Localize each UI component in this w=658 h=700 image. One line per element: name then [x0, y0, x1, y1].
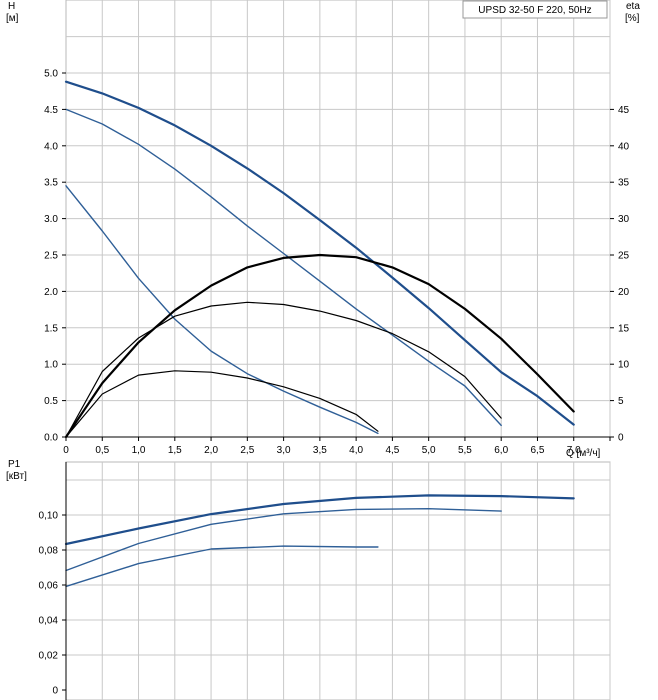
y-tick-label: 2.0 — [44, 287, 58, 298]
bottom-plot-area — [65, 461, 611, 700]
power-curve-1 — [64, 494, 575, 546]
eta-tick-label: 20 — [618, 287, 630, 298]
eta-tick-label: 0 — [618, 433, 624, 444]
x-tick-label: 3,5 — [313, 445, 327, 456]
top-grid — [66, 0, 611, 437]
efficiency-curve-4 — [64, 253, 575, 439]
x-tick-label: 0 — [63, 445, 69, 456]
y-tick-label: 4.0 — [44, 141, 58, 152]
power-curve-2 — [65, 508, 502, 572]
y-tick-label: 4.5 — [44, 105, 58, 116]
power-axis-unit: [кВт] — [6, 471, 27, 482]
head-axis-label: H — [8, 1, 15, 12]
eta-tick-label: 5 — [618, 396, 624, 407]
title-box — [462, 0, 608, 19]
eta-tick-label: 25 — [618, 251, 630, 262]
x-tick-label: 6,0 — [494, 445, 508, 456]
bottom-grid — [66, 462, 611, 700]
y-tick-label: 2.5 — [44, 251, 58, 262]
y-tick-label: 3.5 — [44, 178, 58, 189]
power-axis-label: P1 — [8, 459, 21, 470]
x-tick-label: 4,0 — [349, 445, 363, 456]
eta-axis-unit: [%] — [625, 13, 640, 24]
p1-tick-label: 0,10 — [39, 511, 59, 522]
p1-tick-label: 0,06 — [39, 581, 59, 592]
bottom-axes: 0 0,02 0,04 0,06 0,08 0,10 — [39, 462, 67, 700]
x-tick-label: 5,5 — [458, 445, 472, 456]
x-tick-label: 1,5 — [168, 445, 182, 456]
eta-tick-label: 40 — [618, 141, 630, 152]
head-curve-2 — [65, 108, 502, 427]
head-curve-1 — [64, 80, 575, 426]
y-tick-label: 5.0 — [44, 69, 58, 80]
p1-tick-label: 0,04 — [39, 616, 59, 627]
x-tick-label: 2,5 — [240, 445, 254, 456]
p1-tick-label: 0,02 — [39, 651, 59, 662]
x-tick-label: 7,0 — [567, 445, 581, 456]
eta-tick-label: 15 — [618, 323, 630, 334]
x-tick-label: 2,0 — [204, 445, 218, 456]
x-tick-label: 0,5 — [95, 445, 109, 456]
head-axis-unit: [м] — [6, 13, 19, 24]
chart-title: UPSD 32-50 F 220, 50Hz — [478, 5, 591, 16]
eta-tick-label: 45 — [618, 105, 630, 116]
power-curve-3 — [65, 545, 379, 588]
eta-tick-label: 10 — [618, 360, 630, 371]
y-tick-label: 0.0 — [44, 433, 58, 444]
eta-axis-label: eta — [626, 1, 640, 12]
top-axes: 0 0,5 1,0 1,5 2,0 2,5 3,0 3,5 4,0 4,5 5,0 5,5 6,0 6,5… — [44, 69, 629, 457]
p1-tick-label: 0 — [52, 686, 58, 697]
x-tick-label: 6,5 — [531, 445, 545, 456]
x-tick-label: 5,0 — [422, 445, 436, 456]
p1-tick-label: 0,08 — [39, 546, 59, 557]
y-tick-label: 1.0 — [44, 360, 58, 371]
top-series-group — [64, 80, 575, 439]
x-tick-label: 4,5 — [385, 445, 399, 456]
y-tick-label: 0.5 — [44, 396, 58, 407]
efficiency-curve-6 — [65, 370, 379, 438]
head-curve-3 — [65, 185, 379, 435]
eta-tick-label: 30 — [618, 214, 630, 225]
y-tick-label: 3.0 — [44, 214, 58, 225]
y-tick-label: 1.5 — [44, 323, 58, 334]
flow-axis-label: Q [м³/ч] — [566, 448, 601, 459]
eta-tick-label: 35 — [618, 178, 630, 189]
x-tick-label: 3,0 — [277, 445, 291, 456]
x-tick-label: 1,0 — [132, 445, 146, 456]
efficiency-curve-5 — [65, 301, 502, 438]
bottom-series-group — [64, 494, 575, 588]
